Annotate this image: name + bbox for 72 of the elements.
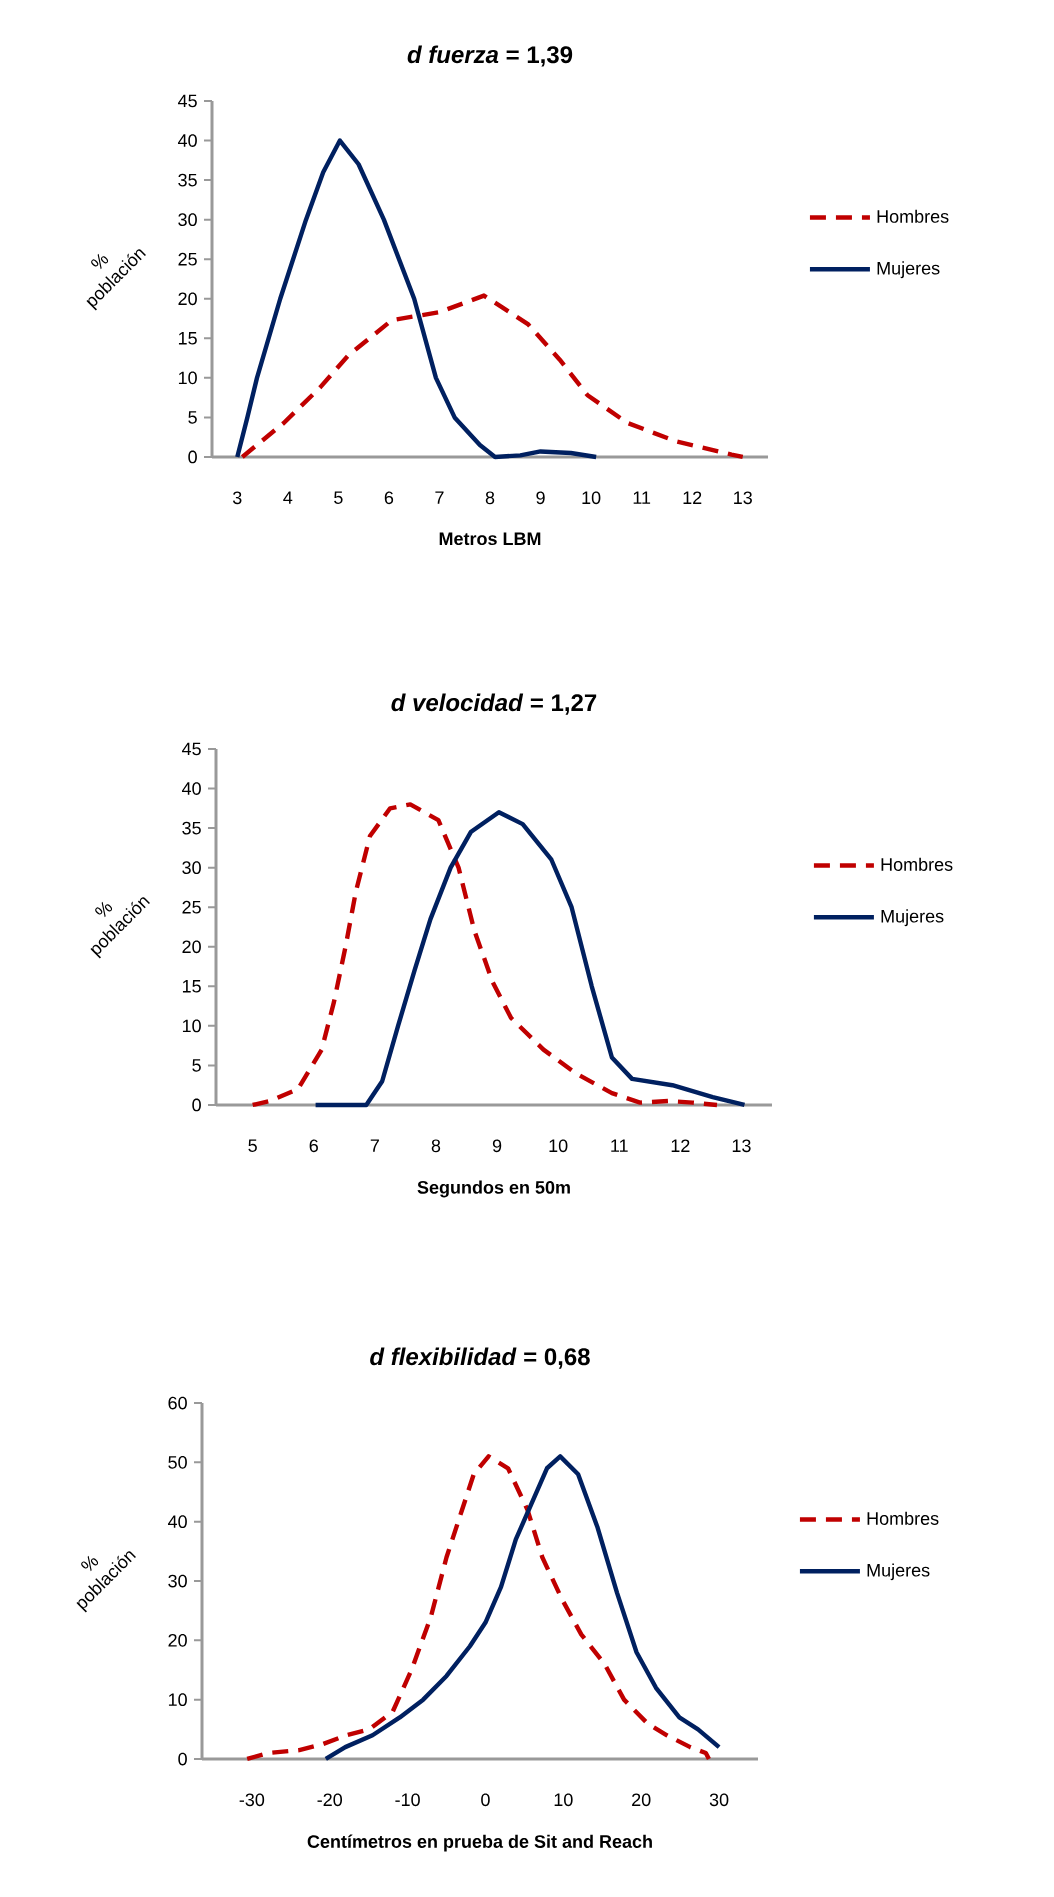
x-tick-label: 9 xyxy=(492,1139,502,1153)
y-tick-label: 35 xyxy=(182,821,201,835)
y-tick-label: 25 xyxy=(182,900,201,914)
x-tick-label: 9 xyxy=(536,491,545,505)
y-tick-label: 5 xyxy=(192,1059,201,1072)
y-tick-label: 40 xyxy=(167,1515,187,1529)
x-tick-label: 10 xyxy=(549,1139,568,1153)
y-tick-label: 0 xyxy=(178,1752,187,1766)
y-tick-label: 20 xyxy=(182,940,201,954)
x-tick-label: 13 xyxy=(734,491,752,505)
legend-label: Hombres xyxy=(881,857,953,871)
y-tick-label: 40 xyxy=(181,782,201,795)
x-tick-label: 0 xyxy=(481,1793,490,1807)
y-tick-label: 60 xyxy=(168,1396,187,1410)
x-tick-label: 11 xyxy=(633,491,651,504)
legend-label: Hombres xyxy=(877,209,949,223)
x-tick-label: 20 xyxy=(632,1793,651,1807)
x-tick-label: 10 xyxy=(554,1793,573,1807)
x-tick-label: -30 xyxy=(239,1793,265,1807)
x-axis-title: Segundos en 50m xyxy=(417,1180,570,1198)
y-tick-label: 35 xyxy=(178,173,197,187)
x-tick-label: 12 xyxy=(683,491,702,504)
y-tick-label: 10 xyxy=(178,371,197,385)
y-tick-label: 25 xyxy=(178,252,197,266)
x-tick-label: -20 xyxy=(317,1793,343,1807)
x-tick-label: 7 xyxy=(435,491,444,504)
line-series xyxy=(313,810,747,1108)
y-tick-label: 50 xyxy=(168,1455,187,1469)
line-series xyxy=(240,293,745,460)
x-tick-label: 7 xyxy=(370,1139,379,1152)
chart-title: d velocidad = 1,27 xyxy=(391,693,597,715)
x-tick-label: 3 xyxy=(232,491,242,505)
y-tick-label: 45 xyxy=(177,94,197,108)
y-tick-label: 15 xyxy=(182,980,201,993)
x-axis-title: Centímetros en prueba de Sit and Reach xyxy=(307,1834,652,1852)
y-tick-label: 15 xyxy=(178,332,197,345)
legend-label: Hombres xyxy=(867,1511,939,1525)
line-series xyxy=(323,1454,722,1762)
y-tick-label: 10 xyxy=(168,1693,187,1707)
line-series xyxy=(250,802,720,1108)
x-tick-label: 13 xyxy=(732,1139,751,1153)
y-tick-label: 20 xyxy=(178,292,197,306)
x-tick-label: 6 xyxy=(309,1139,318,1153)
legend-label: Mujeres xyxy=(877,261,940,279)
y-tick-label: 20 xyxy=(168,1633,187,1647)
y-tick-label: 45 xyxy=(181,742,201,756)
legend-label: Mujeres xyxy=(867,1563,930,1581)
x-tick-label: 5 xyxy=(334,491,343,504)
y-tick-label: 10 xyxy=(182,1019,201,1033)
x-tick-label: 12 xyxy=(671,1139,690,1152)
y-tick-label: 30 xyxy=(178,213,197,227)
x-tick-label: 5 xyxy=(248,1139,257,1152)
x-tick-label: 11 xyxy=(611,1139,628,1152)
y-tick-label: 30 xyxy=(182,861,201,875)
x-tick-label: -10 xyxy=(395,1793,420,1807)
x-tick-label: 8 xyxy=(431,1139,441,1153)
legend-label: Mujeres xyxy=(881,909,944,927)
y-tick-label: 40 xyxy=(177,134,197,147)
line-series xyxy=(235,138,599,460)
y-tick-label: 0 xyxy=(188,450,197,464)
x-tick-label: 4 xyxy=(283,491,293,504)
y-tick-label: 30 xyxy=(168,1574,187,1588)
y-tick-label: 5 xyxy=(188,411,197,424)
line-series xyxy=(244,1454,712,1762)
x-tick-label: 8 xyxy=(485,491,495,505)
x-tick-label: 10 xyxy=(582,491,601,505)
x-axis-title: Metros LBM xyxy=(439,532,541,546)
chart-title: d fuerza = 1,39 xyxy=(407,45,573,67)
chart-title: d flexibilidad = 0,68 xyxy=(370,1347,590,1369)
x-tick-label: 30 xyxy=(709,1793,729,1807)
x-tick-label: 6 xyxy=(384,491,394,505)
y-tick-label: 0 xyxy=(192,1098,201,1112)
